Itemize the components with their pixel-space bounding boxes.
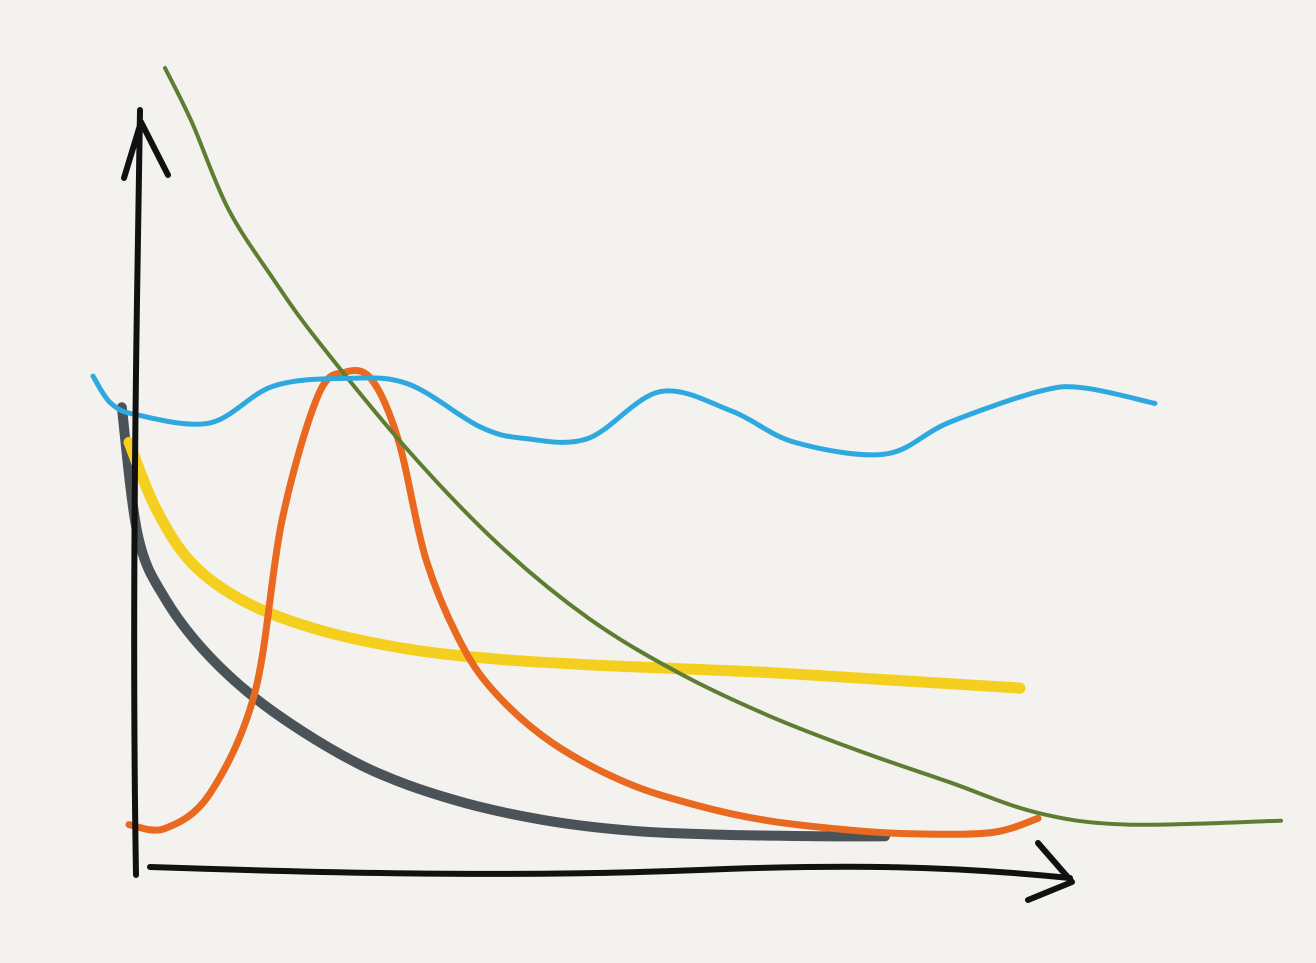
- series-line-yellow: [123, 436, 1026, 694]
- series-line-gray: [116, 402, 890, 842]
- x-axis-line: [147, 863, 1073, 881]
- y-axis-arrowhead: [121, 119, 171, 181]
- series-line-blue: [90, 373, 1158, 458]
- series-line-green: [163, 66, 1283, 827]
- y-axis-line: [131, 107, 143, 878]
- series-line-orange: [125, 366, 1042, 838]
- axes: [121, 107, 1075, 903]
- series-layer: [90, 66, 1283, 842]
- x-axis-arrowhead: [1025, 840, 1075, 903]
